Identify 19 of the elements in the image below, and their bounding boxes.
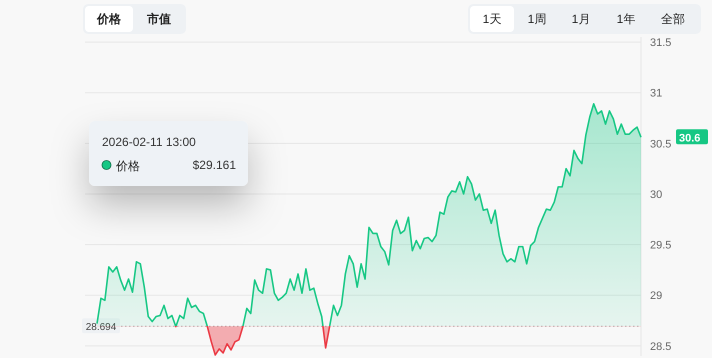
y-tick-label: 30.5: [650, 138, 672, 150]
text: 全部: [661, 12, 685, 26]
y-tick-label: 29.5: [650, 240, 672, 252]
annotation: 2026-02-11 13:00: [102, 135, 196, 149]
y-tick-label: 31.5: [650, 37, 672, 50]
y-tick-label: 31: [650, 88, 662, 100]
annotation: 价格: [115, 159, 140, 173]
text: 30.6: [679, 132, 700, 144]
y-tick-label: 30: [650, 188, 662, 201]
text: 1周: [528, 12, 546, 26]
y-tick-label: 29: [650, 290, 662, 302]
text: 1年: [616, 12, 636, 26]
text: 价格: [96, 12, 122, 26]
annotation: $29.161: [192, 158, 236, 172]
y-tick-label: 28.5: [650, 340, 672, 353]
text: 市值: [146, 12, 171, 26]
text: 1天: [482, 12, 502, 26]
ref-line-label: 28.694: [86, 322, 117, 334]
text: 1月: [572, 12, 590, 26]
